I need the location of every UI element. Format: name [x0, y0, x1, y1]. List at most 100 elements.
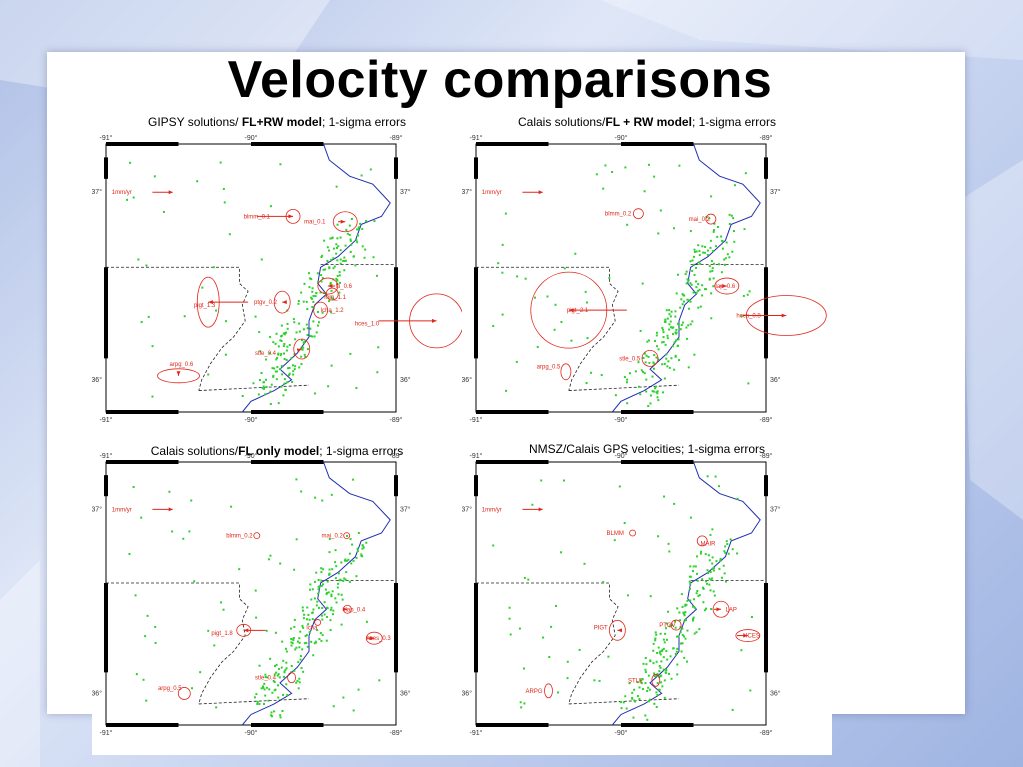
gps-site-point — [294, 365, 297, 368]
gps-site-point — [680, 324, 683, 327]
lat-tick-label: 36° — [400, 689, 411, 697]
gps-site-point — [681, 627, 684, 630]
gps-site-point — [282, 675, 285, 678]
gps-site-point — [628, 682, 631, 685]
gps-site-point — [303, 282, 306, 285]
gps-site-point — [333, 265, 336, 268]
gps-site-point — [282, 693, 285, 696]
lon-tick-label: -90° — [245, 134, 258, 142]
gps-site-point — [357, 226, 360, 229]
gps-site-point — [662, 391, 665, 394]
lat-tick-label: 37° — [400, 505, 411, 513]
velocity-map: -91° -91° -90° -90° -89° -89° 37° 37° 36° 36° 1mm/… — [92, 134, 462, 424]
gps-site-point — [655, 706, 658, 709]
gps-site-point — [664, 632, 667, 635]
gps-site-point — [504, 212, 507, 215]
gps-site-point — [667, 610, 670, 613]
gps-site-point — [336, 586, 339, 589]
gps-site-point — [312, 654, 315, 657]
state-boundary — [568, 384, 680, 391]
gps-site-point — [708, 278, 711, 281]
gps-site-point — [586, 337, 589, 340]
gps-site-point — [320, 584, 323, 587]
gps-site-point — [750, 615, 753, 618]
gps-site-point — [645, 354, 648, 357]
gps-site-point — [265, 686, 268, 689]
gps-site-point — [275, 358, 278, 361]
gps-site-point — [637, 361, 640, 364]
gps-site-point — [508, 606, 511, 609]
gps-site-point — [676, 344, 679, 347]
error-ellipse — [325, 287, 339, 301]
gps-site-point — [721, 247, 724, 250]
gps-site-point — [694, 565, 697, 568]
error-ellipse — [332, 211, 358, 233]
gps-site-point — [663, 696, 666, 699]
gps-site-point — [230, 505, 233, 508]
gps-site-point — [646, 689, 649, 692]
gps-site-point — [238, 568, 241, 571]
gps-site-point — [656, 331, 659, 334]
gps-site-point — [253, 696, 256, 699]
gps-site-point — [280, 340, 283, 343]
gps-site-point — [329, 629, 332, 632]
gps-site-point — [670, 310, 673, 313]
gps-site-point — [337, 572, 340, 575]
gps-site-point — [341, 598, 344, 601]
gps-site-point — [696, 579, 699, 582]
station-label: ptgv_0.2 — [254, 300, 278, 306]
gps-site-point — [638, 385, 641, 388]
gps-site-point — [290, 641, 293, 644]
error-ellipse — [705, 213, 717, 225]
gps-site-point — [693, 606, 696, 609]
scale-label: 1mm/yr — [482, 190, 502, 196]
gps-site-point — [252, 382, 255, 385]
gps-site-point — [662, 668, 665, 671]
gps-site-point — [641, 678, 644, 681]
gps-site-point — [270, 711, 273, 714]
gps-site-point — [675, 650, 678, 653]
gps-site-point — [327, 591, 330, 594]
gps-site-point — [340, 593, 343, 596]
gps-site-point — [280, 365, 283, 368]
gps-site-point — [328, 249, 331, 252]
gps-site-point — [693, 632, 696, 635]
gps-site-point — [279, 716, 282, 719]
gps-site-point — [652, 390, 655, 393]
gps-site-point — [644, 671, 647, 674]
panel-title-model: FL + RW model — [605, 115, 692, 129]
gps-site-point — [316, 629, 319, 632]
gps-site-point — [695, 286, 698, 289]
gps-site-point — [663, 679, 666, 682]
gps-site-point — [312, 294, 315, 297]
gps-site-point — [732, 230, 735, 233]
gps-site-point — [740, 315, 743, 318]
error-ellipse — [641, 349, 659, 367]
gps-site-point — [255, 693, 258, 696]
gps-site-point — [681, 642, 684, 645]
gps-site-point — [663, 495, 666, 498]
gps-site-point — [330, 296, 333, 299]
gps-site-point — [342, 259, 345, 262]
gps-site-point — [355, 239, 358, 242]
gps-site-point — [711, 269, 714, 272]
gps-site-point — [611, 170, 614, 173]
gps-site-point — [305, 618, 308, 621]
gps-site-point — [689, 230, 692, 233]
gps-site-point — [307, 613, 310, 616]
gps-site-point — [335, 246, 338, 249]
gps-site-point — [261, 387, 264, 390]
gps-site-point — [145, 699, 148, 702]
error-ellipse — [629, 529, 637, 537]
gps-site-point — [278, 368, 281, 371]
gps-site-point — [644, 714, 647, 717]
gps-site-point — [704, 251, 707, 254]
lon-tick-label: -90° — [615, 134, 628, 142]
gps-site-point — [518, 627, 521, 630]
gps-site-point — [329, 283, 332, 286]
gps-site-point — [680, 593, 683, 596]
gps-site-point — [329, 619, 332, 622]
panel-title: Calais solutions/FL + RW model; 1-sigma … — [462, 115, 832, 129]
gps-site-point — [718, 567, 721, 570]
gps-site-point — [642, 357, 645, 360]
